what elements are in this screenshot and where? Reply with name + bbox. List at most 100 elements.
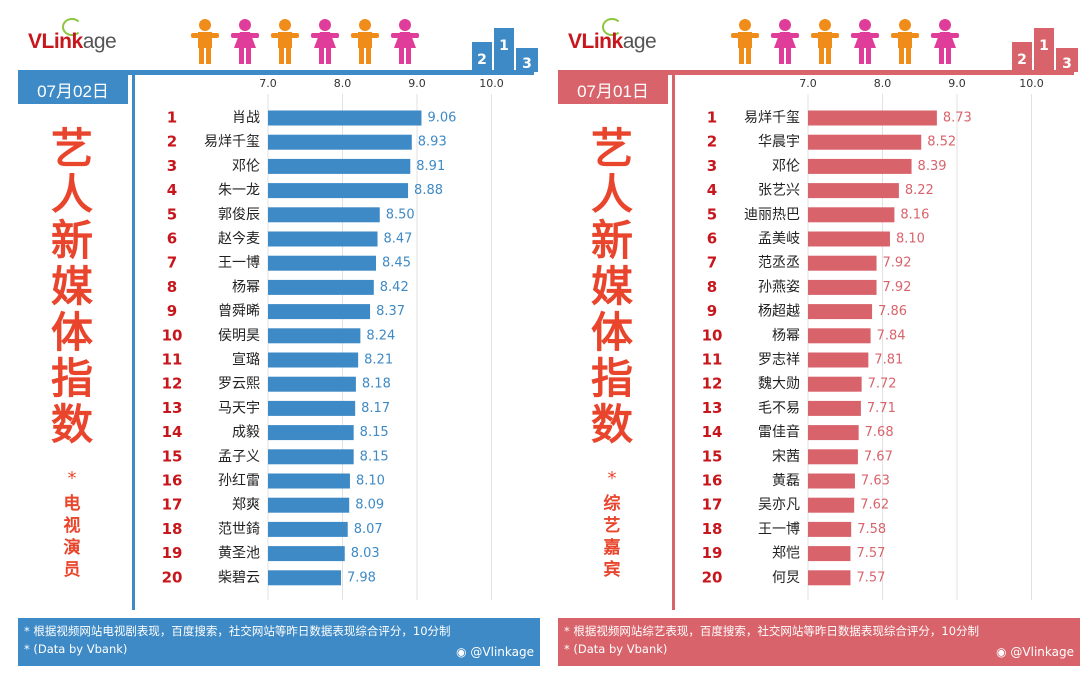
x-tick-label: 7.0 [259, 77, 277, 90]
rank-number: 3 [707, 157, 717, 175]
people-icons [191, 19, 419, 64]
value-label: 8.09 [355, 498, 384, 513]
value-label: 8.21 [364, 353, 393, 368]
value-label: 8.07 [354, 522, 383, 537]
category-label: 郑恺 [772, 546, 800, 562]
category-label: 侯明昊 [218, 328, 260, 344]
category-label: 范丞丞 [758, 254, 800, 271]
people-icons [731, 19, 959, 64]
logo-swirl-icon [602, 18, 622, 36]
value-label: 7.71 [867, 401, 896, 416]
rank-number: 13 [702, 399, 723, 417]
rank-number: 14 [702, 423, 723, 441]
bar [268, 352, 359, 368]
vertical-subtitle: 综艺嘉宾 [568, 493, 656, 581]
value-label: 7.92 [883, 256, 912, 271]
category-label: 马天宇 [218, 400, 260, 416]
podium-icon: 213 [472, 28, 538, 72]
title-char: 视 [63, 516, 81, 536]
person-icon [231, 19, 259, 64]
person-icon [351, 19, 379, 64]
value-label: 7.98 [347, 570, 376, 585]
title-char: 艺 [603, 516, 621, 536]
weibo-handle: ◉ @Vlinkage [996, 645, 1074, 659]
bar [808, 134, 922, 150]
category-label: 朱一龙 [218, 183, 260, 199]
rank-number: 15 [162, 447, 183, 465]
rank-number: 13 [162, 399, 183, 417]
category-label: 孙红雷 [218, 473, 260, 489]
rank-number: 19 [162, 544, 183, 562]
category-label: 郑爽 [232, 497, 260, 513]
rank-number: 20 [702, 568, 723, 586]
title-char: 演 [63, 538, 81, 558]
bar [268, 497, 350, 513]
value-label: 8.03 [351, 546, 380, 561]
bar [808, 400, 861, 416]
rank-number: 7 [167, 254, 177, 272]
top-rule [558, 70, 1074, 75]
person-icon [271, 19, 299, 64]
bar [268, 400, 356, 416]
value-label: 8.93 [418, 135, 447, 150]
rank-number: 6 [707, 230, 717, 248]
value-label: 8.39 [918, 159, 947, 174]
value-label: 8.24 [366, 328, 395, 343]
title-char: 数 [50, 400, 93, 449]
value-label: 7.72 [868, 377, 897, 392]
bar [808, 183, 899, 199]
value-label: 8.45 [382, 256, 411, 271]
value-label: 8.52 [927, 135, 956, 150]
bar [268, 425, 354, 441]
title-char: 嘉 [603, 538, 621, 558]
bar [268, 255, 377, 271]
title-char: 指 [50, 354, 93, 403]
value-label: 8.10 [896, 232, 925, 247]
person-icon [891, 19, 919, 64]
bar [268, 110, 422, 126]
category-label: 孙燕姿 [758, 279, 800, 295]
footer-source: * (Data by Vbank) [24, 642, 128, 656]
value-label: 7.81 [874, 353, 903, 368]
bar [268, 570, 342, 586]
podium-digit: 2 [477, 52, 487, 68]
weibo-handle: ◉ @Vlinkage [456, 645, 534, 659]
bar [808, 328, 871, 344]
title-char: 媒 [590, 262, 633, 311]
value-label: 8.50 [386, 207, 415, 222]
rank-number: 4 [707, 181, 717, 199]
vlinkage-logo: VLinkage [568, 30, 657, 53]
category-label: 张艺兴 [758, 183, 800, 199]
bar [808, 376, 862, 392]
bar [808, 110, 937, 126]
bar [808, 304, 873, 320]
value-label: 9.06 [427, 111, 456, 126]
podium-icon: 213 [1012, 28, 1078, 72]
category-label: 易烊千玺 [744, 110, 800, 126]
value-label: 7.62 [860, 498, 889, 513]
title-star: * [67, 468, 77, 489]
value-label: 7.63 [861, 474, 890, 489]
bar [808, 207, 895, 223]
bar [808, 570, 851, 586]
rank-number: 1 [167, 109, 177, 127]
bar [268, 546, 345, 562]
date-tab: 07月02日 [18, 74, 128, 104]
podium-digit: 2 [1017, 52, 1027, 68]
value-label: 8.16 [900, 207, 929, 222]
rank-number: 6 [167, 230, 177, 248]
value-label: 8.15 [360, 425, 389, 440]
rank-number: 8 [707, 278, 717, 296]
category-label: 毛不易 [758, 400, 800, 416]
podium-digit: 1 [499, 38, 509, 54]
category-label: 罗云熙 [218, 376, 260, 392]
person-icon [931, 19, 959, 64]
bar [268, 521, 348, 537]
value-label: 7.68 [865, 425, 894, 440]
date-tab: 07月01日 [558, 74, 668, 104]
category-label: 柴碧云 [218, 570, 260, 586]
bar [808, 497, 855, 513]
title-char: 人 [50, 170, 93, 219]
